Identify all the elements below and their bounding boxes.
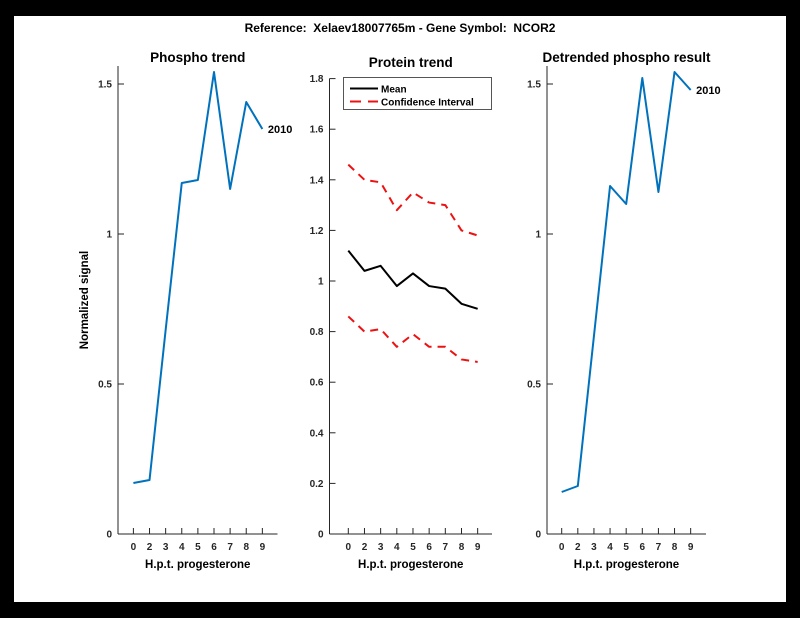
y-tick-label: 1.5 xyxy=(98,80,112,91)
y-tick-label: 1.8 xyxy=(310,74,324,85)
figure-title: Reference: Xelaev18007765m - Gene Symbol… xyxy=(245,21,556,35)
x-tick-label: 3 xyxy=(378,542,384,553)
x-tick-label: 6 xyxy=(426,542,432,553)
y-tick-label: 1.4 xyxy=(310,175,324,186)
y-tick-label: 1 xyxy=(535,230,541,241)
x-axis-label: H.p.t. progesterone xyxy=(145,559,250,571)
legend-label: Confidence Interval xyxy=(381,98,474,109)
y-tick-label: 0.2 xyxy=(310,479,324,490)
x-tick-label: 7 xyxy=(227,542,233,553)
series-2010 xyxy=(561,71,692,493)
series-mean xyxy=(347,250,478,310)
series-end-label: 2010 xyxy=(696,85,720,97)
chart-title: Phospho trend xyxy=(150,50,245,65)
y-tick-label: 0 xyxy=(106,530,112,541)
y-tick-label: 0.5 xyxy=(527,380,541,391)
x-tick-label: 4 xyxy=(607,542,613,553)
y-tick-label: 0.6 xyxy=(310,378,324,389)
x-tick-label: 8 xyxy=(672,542,678,553)
x-axis-label: H.p.t. progesterone xyxy=(358,559,463,571)
y-tick-label: 1.5 xyxy=(527,80,541,91)
figure-canvas xyxy=(14,16,786,602)
x-tick-label: 2 xyxy=(575,542,581,553)
y-tick-label: 0.4 xyxy=(310,428,324,439)
x-tick-label: 6 xyxy=(211,542,217,553)
x-tick-label: 8 xyxy=(459,542,465,553)
y-tick-label: 0.5 xyxy=(98,380,112,391)
y-axis-label: Normalized signal xyxy=(79,251,91,349)
x-tick-label: 9 xyxy=(475,542,481,553)
x-tick-label: 7 xyxy=(443,542,449,553)
legend-box xyxy=(343,77,492,110)
x-tick-label: 4 xyxy=(394,542,400,553)
x-tick-label: 5 xyxy=(623,542,629,553)
x-tick-label: 8 xyxy=(243,542,249,553)
chart-title: Detrended phospho result xyxy=(542,50,711,65)
y-tick-label: 0.8 xyxy=(310,327,324,338)
series-confidence-interval-upper xyxy=(347,163,478,237)
x-tick-label: 9 xyxy=(260,542,266,553)
series-2010 xyxy=(133,71,264,484)
y-tick-label: 1.6 xyxy=(310,125,324,136)
legend-label: Mean xyxy=(381,85,407,96)
chart-2: 0 2 3 4 5 6 7 8 900.20.40.60.811.21.41.61.8Prote… xyxy=(310,55,492,571)
x-tick-label: 6 xyxy=(640,542,646,553)
chart-title: Protein trend xyxy=(369,55,453,70)
x-tick-label: 0 xyxy=(346,542,352,553)
series-confidence-interval-lower xyxy=(347,315,478,363)
x-tick-label: 3 xyxy=(591,542,597,553)
y-tick-label: 0 xyxy=(535,530,541,541)
series-end-label: 2010 xyxy=(268,124,292,136)
y-tick-label: 1 xyxy=(106,230,112,241)
x-tick-label: 5 xyxy=(195,542,201,553)
x-axis-label: H.p.t. progesterone xyxy=(574,559,679,571)
x-tick-label: 5 xyxy=(410,542,416,553)
x-tick-label: 2 xyxy=(362,542,368,553)
x-tick-label: 9 xyxy=(688,542,694,553)
x-tick-label: 0 xyxy=(559,542,565,553)
x-tick-label: 2 xyxy=(147,542,153,553)
x-tick-label: 3 xyxy=(163,542,169,553)
y-tick-label: 1.2 xyxy=(310,226,324,237)
y-tick-label: 1 xyxy=(318,277,324,288)
x-tick-label: 7 xyxy=(656,542,662,553)
x-tick-label: 0 xyxy=(131,542,137,553)
y-tick-label: 0 xyxy=(318,530,324,541)
x-tick-label: 4 xyxy=(179,542,185,553)
